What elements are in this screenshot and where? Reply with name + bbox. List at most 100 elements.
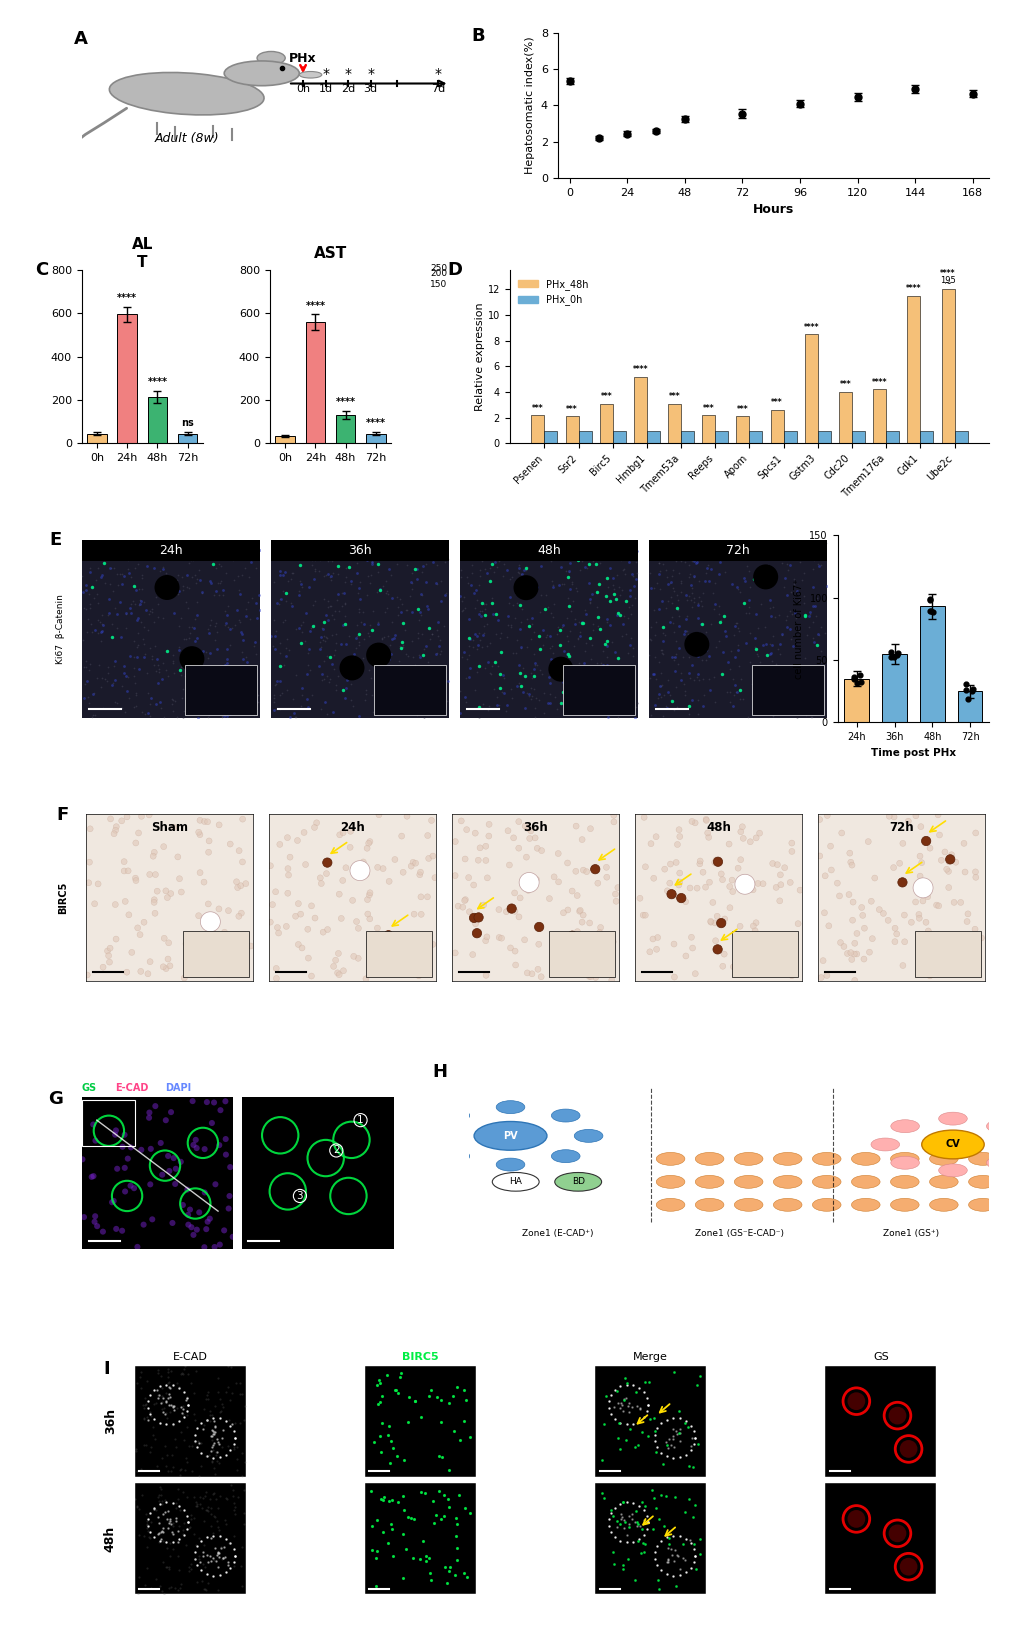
Point (451, 677, 468, 703)
Point (738, 553, 754, 579)
Circle shape (774, 963, 781, 970)
Point (705, 595, 721, 622)
Point (146, 555, 162, 581)
Point (921, 586, 937, 612)
Point (198, 639, 214, 665)
Point (150, 592, 166, 618)
Point (534, 532, 550, 558)
Point (661, 687, 678, 713)
Point (284, 687, 301, 713)
Point (589, 669, 605, 695)
Point (240, 565, 257, 591)
Point (87, 701, 103, 727)
Circle shape (871, 875, 877, 882)
Point (572, 620, 588, 646)
Bar (783, 431, 796, 444)
Point (882, 639, 899, 665)
X-axis label: Time post PHx: Time post PHx (870, 748, 955, 758)
Ellipse shape (890, 1199, 918, 1210)
Circle shape (106, 953, 111, 958)
Point (668, 695, 685, 721)
Point (247, 628, 263, 654)
Point (218, 646, 234, 672)
Circle shape (893, 931, 899, 937)
Circle shape (176, 875, 182, 882)
Circle shape (236, 936, 243, 942)
Point (679, 587, 695, 613)
Point (235, 654, 252, 680)
Point (692, 610, 708, 636)
Point (566, 610, 582, 636)
Point (757, 701, 773, 727)
Circle shape (611, 892, 618, 896)
Circle shape (169, 1220, 175, 1227)
Point (592, 550, 608, 576)
Ellipse shape (492, 1173, 539, 1191)
Circle shape (820, 909, 826, 916)
Point (483, 652, 499, 678)
Point (97, 569, 113, 595)
Circle shape (671, 975, 677, 979)
Point (621, 594, 637, 620)
Point (105, 555, 121, 581)
Point (409, 566, 425, 592)
Point (479, 612, 495, 638)
Point (628, 548, 644, 574)
Point (717, 527, 734, 553)
Point (109, 615, 125, 641)
Point (407, 674, 423, 700)
Point (404, 576, 420, 602)
Point (734, 687, 750, 713)
Point (370, 539, 386, 565)
Circle shape (590, 864, 599, 874)
Point (712, 607, 729, 633)
Circle shape (646, 949, 652, 955)
Point (169, 568, 185, 594)
Point (111, 561, 127, 587)
Point (364, 552, 380, 578)
Point (210, 550, 226, 576)
Point (281, 638, 298, 664)
Point (428, 639, 444, 665)
Circle shape (226, 1193, 232, 1199)
Point (802, 599, 818, 625)
Point (267, 696, 283, 722)
Point (348, 550, 365, 576)
Point (466, 677, 482, 703)
Point (423, 622, 439, 648)
Point (276, 558, 292, 584)
Point (266, 685, 282, 711)
Circle shape (211, 1100, 217, 1105)
Circle shape (100, 965, 106, 970)
FancyBboxPatch shape (460, 540, 638, 561)
Point (155, 555, 171, 581)
Point (552, 555, 569, 581)
Point (798, 622, 814, 648)
Point (761, 631, 777, 657)
Point (313, 635, 329, 661)
Point (281, 535, 298, 561)
Text: *: * (344, 67, 352, 81)
Point (332, 631, 348, 657)
Circle shape (132, 877, 139, 883)
Point (921, 586, 937, 612)
Circle shape (170, 1155, 176, 1162)
Point (180, 542, 197, 568)
Point (299, 661, 315, 687)
Point (278, 579, 294, 605)
Point (401, 582, 418, 608)
Point (596, 547, 612, 573)
Point (347, 625, 364, 651)
Point (218, 687, 234, 713)
Point (372, 661, 388, 687)
Point (476, 654, 492, 680)
Circle shape (146, 812, 152, 818)
Point (368, 545, 384, 571)
Circle shape (826, 843, 833, 849)
Point (470, 695, 486, 721)
Point (788, 669, 804, 695)
Point (591, 571, 607, 597)
Point (312, 696, 328, 722)
Text: ***: *** (737, 405, 748, 413)
Point (434, 682, 450, 708)
